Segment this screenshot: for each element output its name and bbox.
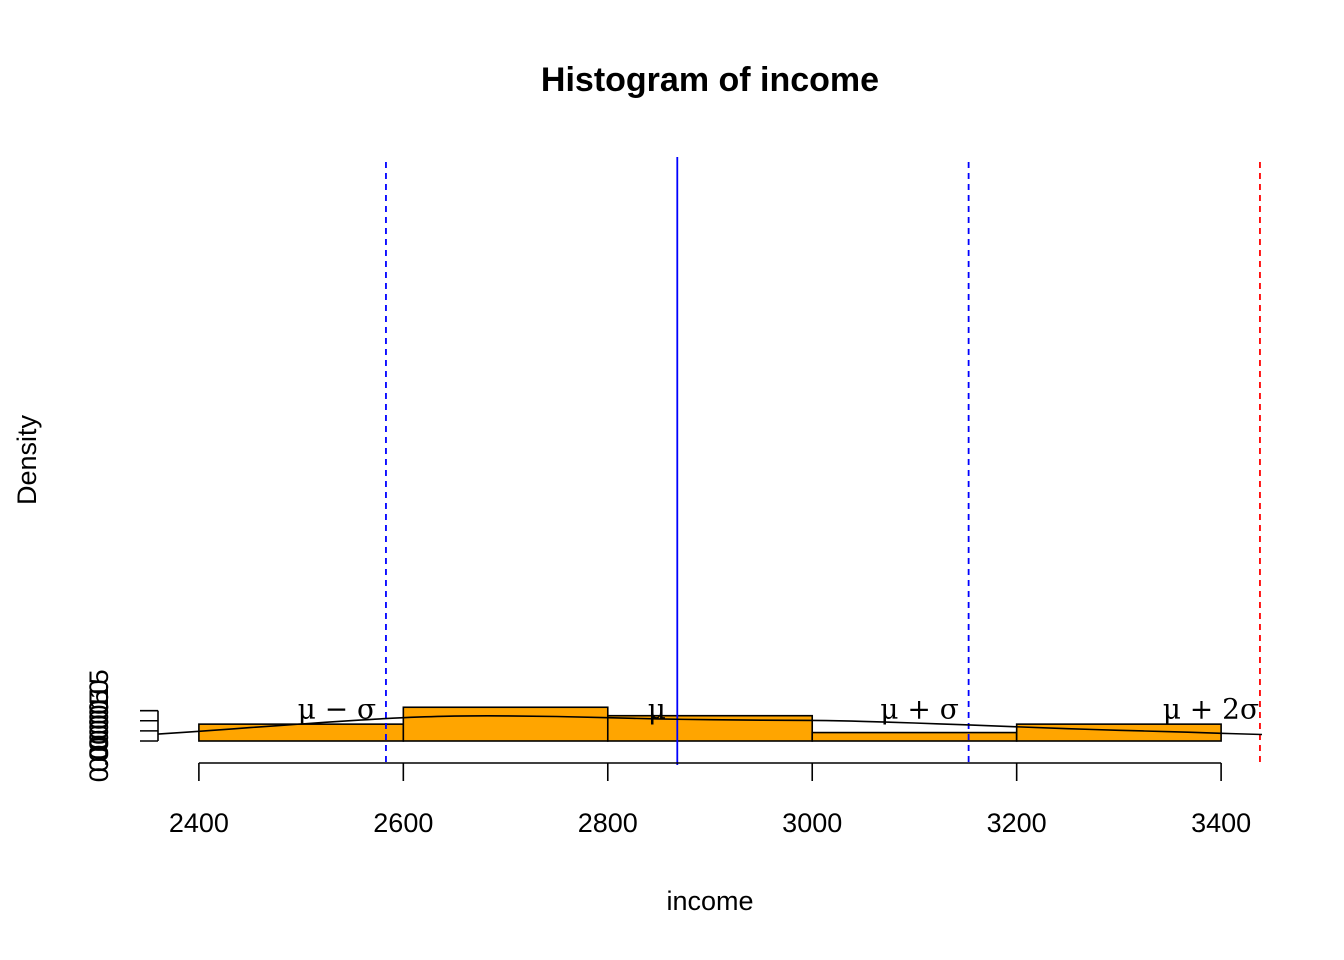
x-tick-label-5: 3200	[987, 808, 1047, 838]
annotation-2: μ	[648, 693, 666, 726]
x-tick-label-4: 3000	[782, 808, 842, 838]
histogram-bar-2	[402, 706, 609, 742]
density-curve	[157, 715, 1263, 736]
annotation-3: μ + σ	[880, 693, 959, 726]
histogram-bar-4	[811, 731, 1018, 742]
x-axis: 2400 2600 2800 3000 3200 3400	[169, 762, 1251, 838]
histogram-bar-1	[198, 723, 405, 742]
annotations-group: μ − σ μ μ + σ μ + 2σ	[298, 693, 1259, 726]
y-axis-label: Density	[12, 414, 42, 505]
x-axis-label: income	[666, 886, 753, 916]
y-tick-label-4: 0.0015	[84, 669, 114, 752]
y-tick-label-2: 0.0005	[84, 690, 114, 773]
x-tick-label-1: 2400	[169, 808, 229, 838]
x-tick-label-2: 2600	[373, 808, 433, 838]
x-tick-label-3: 2800	[578, 808, 638, 838]
annotation-1: μ − σ	[298, 693, 377, 726]
y-tick-label-3: 0.0010	[84, 679, 114, 762]
x-tick-label-6: 3400	[1191, 808, 1251, 838]
reference-lines-group	[385, 157, 1261, 765]
y-tick-label-1: 0.0000	[84, 700, 114, 783]
chart-title: Histogram of income	[541, 61, 879, 99]
annotation-4: μ + 2σ	[1163, 693, 1259, 726]
